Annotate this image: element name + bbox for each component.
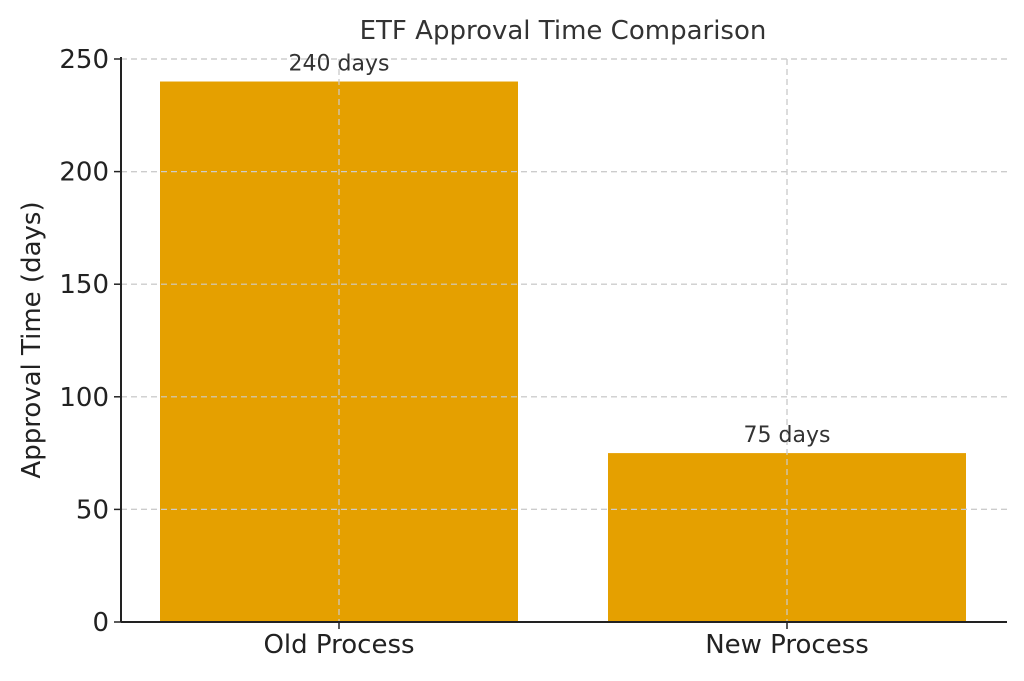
y-tick-label: 50: [76, 495, 109, 525]
axes: [114, 57, 1007, 629]
y-tick-label: 250: [59, 45, 109, 75]
labels: 0 50 100 150 200 250 Old Process New Process 240…: [59, 45, 868, 660]
y-tick-label: 200: [59, 158, 109, 188]
y-tick-label: 100: [59, 383, 109, 413]
bar: [608, 453, 966, 622]
y-axis-label: Approval Time (days): [17, 201, 47, 478]
x-tick-label: Old Process: [263, 630, 414, 660]
bars: [121, 58, 1007, 622]
y-tick-label: 150: [59, 270, 109, 300]
chart-title: ETF Approval Time Comparison: [360, 16, 767, 46]
data-label: 75 days: [744, 423, 831, 448]
x-tick-label: New Process: [705, 630, 869, 660]
y-tick-label: 0: [92, 608, 109, 638]
data-label: 240 days: [289, 52, 390, 77]
